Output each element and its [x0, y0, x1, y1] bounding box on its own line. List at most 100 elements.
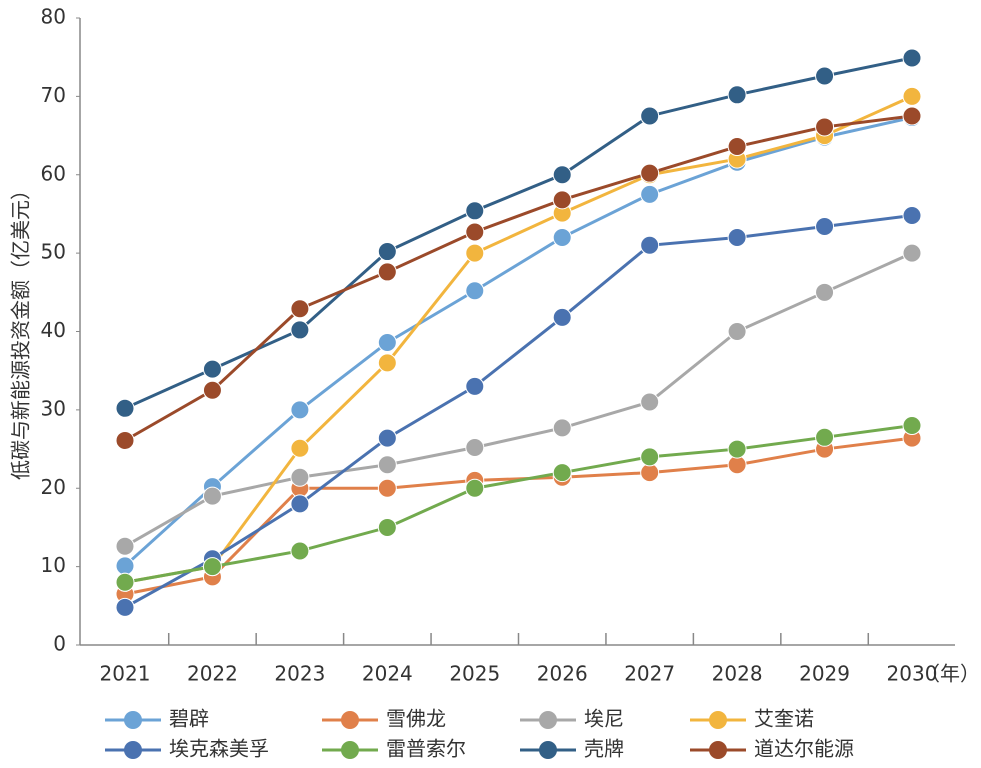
data-point: [640, 184, 660, 204]
series-line: [123, 116, 913, 567]
data-point: [815, 427, 835, 447]
data-point: [640, 447, 660, 467]
data-point: [115, 430, 135, 450]
data-point: [465, 437, 485, 457]
data-point: [290, 320, 310, 340]
data-point: [115, 597, 135, 617]
y-tick-label: 10: [41, 553, 66, 577]
legend-marker: [539, 741, 557, 759]
y-tick-label: 0: [53, 632, 66, 656]
data-point: [902, 206, 922, 226]
series-line: [124, 95, 913, 584]
data-point: [290, 494, 310, 514]
x-tick-label: 2025: [449, 662, 500, 686]
data-point: [465, 222, 485, 242]
series-line: [124, 251, 913, 548]
data-point: [727, 137, 747, 157]
data-point: [290, 541, 310, 561]
series-line: [124, 214, 913, 609]
x-tick-label: 2028: [712, 662, 763, 686]
legend-marker: [341, 711, 359, 729]
data-point: [815, 66, 835, 86]
data-point: [902, 416, 922, 436]
data-point: [115, 556, 135, 576]
data-point: [465, 376, 485, 396]
data-point: [552, 190, 572, 210]
data-point: [640, 163, 660, 183]
data-point: [377, 428, 397, 448]
legend-label: 艾奎诺: [754, 707, 814, 731]
x-tick-label: 2029: [799, 662, 850, 686]
data-point: [115, 536, 135, 556]
data-point: [815, 216, 835, 236]
data-point: [377, 262, 397, 282]
data-point: [640, 235, 660, 255]
data-point: [902, 48, 922, 68]
legend-marker: [124, 711, 142, 729]
data-point: [377, 478, 397, 498]
data-point: [552, 227, 572, 247]
data-point: [290, 299, 310, 319]
legend-label: 雪佛龙: [386, 707, 446, 731]
x-tick-label: 2024: [362, 662, 413, 686]
series-line: [124, 424, 913, 584]
data-point: [552, 165, 572, 185]
data-point: [377, 517, 397, 537]
x-tick-label: 2026: [537, 662, 588, 686]
y-tick-label: 50: [41, 240, 66, 264]
y-tick-label: 30: [41, 396, 66, 420]
data-point: [377, 242, 397, 262]
x-tick-label: 2027: [624, 662, 675, 686]
legend-marker: [709, 741, 727, 759]
data-point: [115, 398, 135, 418]
x-tick-label: 2021: [100, 662, 151, 686]
data-point: [815, 117, 835, 137]
data-point: [902, 106, 922, 126]
data-point: [377, 353, 397, 373]
data-point: [640, 106, 660, 126]
data-point: [202, 486, 222, 506]
data-point: [815, 282, 835, 302]
y-tick-label: 40: [41, 318, 66, 342]
data-point: [290, 400, 310, 420]
data-point: [640, 392, 660, 412]
data-point: [727, 439, 747, 459]
data-point: [727, 227, 747, 247]
x-tick-label: 2030: [887, 662, 938, 686]
x-tick-label: 2022: [187, 662, 238, 686]
legend-label: 道达尔能源: [754, 737, 854, 761]
y-tick-label: 60: [41, 161, 66, 185]
data-point: [202, 557, 222, 577]
data-point: [902, 243, 922, 263]
y-tick-label: 20: [41, 475, 66, 499]
legend-marker: [539, 711, 557, 729]
data-point: [290, 438, 310, 458]
data-point: [202, 380, 222, 400]
data-point: [465, 478, 485, 498]
data-point: [727, 85, 747, 105]
data-point: [465, 243, 485, 263]
x-axis-label: （年）: [920, 662, 980, 686]
data-point: [377, 332, 397, 352]
data-point: [552, 418, 572, 438]
data-point: [902, 86, 922, 106]
series-line: [124, 114, 913, 442]
y-tick-label: 80: [41, 5, 66, 29]
data-point: [290, 467, 310, 487]
legend-label: 壳牌: [584, 737, 624, 761]
y-axis-label: 低碳与新能源投资金额（亿美元）: [9, 180, 33, 480]
legend-label: 碧辟: [169, 707, 209, 731]
x-tick-label: 2023: [274, 662, 325, 686]
legend-marker: [124, 741, 142, 759]
legend-label: 埃克森美孚: [169, 737, 269, 761]
legend-label: 埃尼: [584, 707, 624, 731]
y-tick-label: 70: [41, 83, 66, 107]
data-point: [552, 463, 572, 483]
data-point: [115, 572, 135, 592]
legend-label: 雷普索尔: [386, 737, 466, 761]
data-point: [465, 201, 485, 221]
data-point: [552, 307, 572, 327]
legend-marker: [709, 711, 727, 729]
data-point: [727, 322, 747, 341]
